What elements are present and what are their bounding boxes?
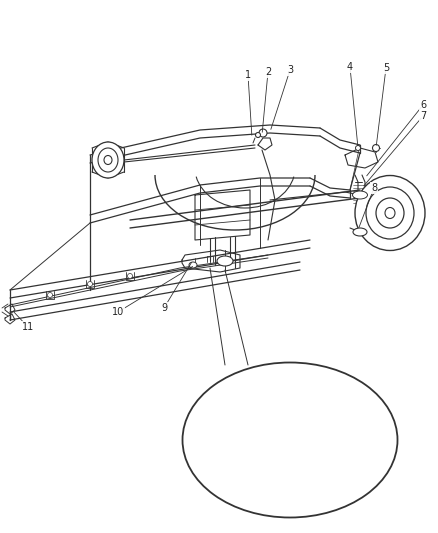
Ellipse shape (92, 142, 124, 178)
Ellipse shape (217, 256, 233, 266)
Text: 5: 5 (383, 63, 389, 73)
Text: 8: 8 (371, 183, 377, 193)
Text: 4: 4 (347, 62, 353, 72)
Ellipse shape (183, 362, 398, 518)
Text: 2: 2 (265, 67, 271, 77)
Ellipse shape (243, 449, 247, 455)
Ellipse shape (255, 133, 261, 138)
Ellipse shape (353, 191, 367, 199)
Ellipse shape (376, 198, 404, 228)
Ellipse shape (98, 148, 118, 172)
Text: 6: 6 (420, 100, 426, 110)
Ellipse shape (318, 445, 324, 449)
Ellipse shape (47, 293, 53, 297)
Text: 3: 3 (287, 65, 293, 75)
Ellipse shape (88, 281, 92, 287)
Ellipse shape (366, 187, 414, 239)
Ellipse shape (325, 445, 331, 449)
Ellipse shape (104, 156, 112, 165)
Ellipse shape (304, 445, 310, 449)
Ellipse shape (198, 448, 208, 460)
Ellipse shape (356, 146, 360, 150)
Ellipse shape (259, 129, 267, 137)
Text: 7: 7 (420, 111, 426, 121)
Text: 1: 1 (245, 70, 251, 80)
Ellipse shape (127, 273, 133, 279)
Ellipse shape (268, 449, 272, 455)
Ellipse shape (372, 144, 379, 151)
Text: 10: 10 (112, 307, 124, 317)
Ellipse shape (272, 413, 294, 431)
Ellipse shape (353, 228, 367, 236)
Ellipse shape (355, 175, 425, 251)
Text: 9: 9 (161, 303, 167, 313)
Ellipse shape (385, 207, 395, 219)
Ellipse shape (311, 445, 317, 449)
Text: 11: 11 (22, 322, 34, 332)
Ellipse shape (189, 262, 197, 268)
